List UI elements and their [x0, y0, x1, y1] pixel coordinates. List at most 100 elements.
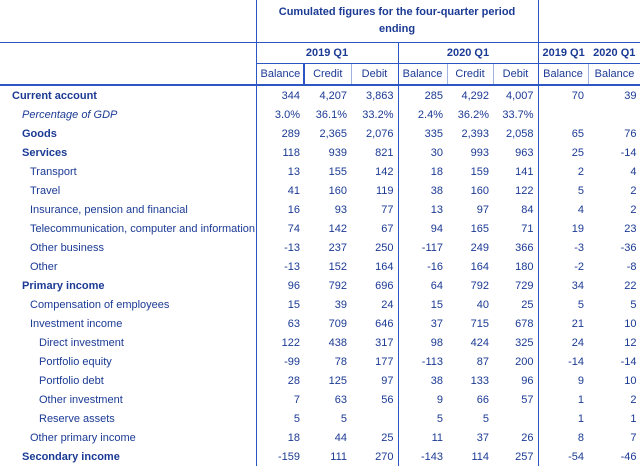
value-cell: 122 — [515, 184, 534, 197]
value-cell: 993 — [470, 146, 489, 159]
value-cell: -14 — [588, 143, 640, 162]
value-cell: 15 — [397, 295, 447, 314]
value-cell: 66 — [476, 393, 489, 406]
row-label: Portfolio debt — [39, 374, 104, 387]
value-cell: 3.0% — [255, 105, 304, 124]
value-cell: -113 — [397, 352, 447, 371]
value-cell: -54 — [537, 447, 589, 466]
value-cell: 78 — [334, 355, 347, 368]
value-cell: 152 — [328, 260, 347, 273]
value-cell: 36.2% — [457, 108, 489, 121]
value-cell: 141 — [515, 165, 534, 178]
value-cell: 21 — [537, 314, 589, 333]
value-cell: 5 — [588, 295, 640, 314]
value-cell: 24 — [537, 333, 589, 352]
value-cell: 1 — [537, 390, 589, 409]
value-cell: 1 — [537, 409, 589, 428]
value-cell: -14 — [537, 352, 589, 371]
value-cell: 94 — [397, 219, 447, 238]
value-cell: 317 — [375, 336, 394, 349]
value-cell: 15 — [255, 295, 304, 314]
value-cell: 18 — [255, 428, 304, 447]
value-cell: -159 — [255, 447, 304, 466]
table-row: Other -13 152 164 -16 164 180 -2 -8 — [0, 257, 640, 276]
table-row: Primary income 96 792 696 64 792 729 34 22 — [0, 276, 640, 295]
value-cell: 71 — [521, 222, 534, 235]
value-cell: 84 — [521, 203, 534, 216]
value-cell: 160 — [470, 184, 489, 197]
row-label: Compensation of employees — [30, 298, 170, 311]
value-cell: 96 — [521, 374, 534, 387]
value-cell: 715 — [470, 317, 489, 330]
value-cell: 792 — [470, 279, 489, 292]
value-cell: 2 — [588, 390, 640, 409]
row-label: Other business — [30, 241, 104, 254]
value-cell: 64 — [397, 276, 447, 295]
value-cell: 36.1% — [315, 108, 347, 121]
value-cell: 125 — [328, 374, 347, 387]
value-cell: 25 — [521, 298, 534, 311]
value-cell: 237 — [328, 241, 347, 254]
value-cell: 164 — [470, 260, 489, 273]
value-cell: 155 — [328, 165, 347, 178]
column-header: Balance — [255, 63, 305, 85]
value-cell: 5 — [482, 412, 489, 425]
value-cell: 821 — [375, 146, 394, 159]
row-label: Other investment — [39, 393, 123, 406]
value-cell: 119 — [375, 184, 394, 197]
value-cell: 30 — [397, 143, 447, 162]
table-row: Portfolio debt 28 125 97 38 133 96 9 10 — [0, 371, 640, 390]
row-label: Transport — [30, 165, 77, 178]
value-cell: 19 — [537, 219, 589, 238]
column-header: Balance — [587, 63, 640, 85]
value-cell: 424 — [470, 336, 489, 349]
value-cell: 13 — [397, 200, 447, 219]
value-cell: 13 — [255, 162, 304, 181]
value-cell: 5 — [537, 181, 589, 200]
value-cell: 57 — [521, 393, 534, 406]
value-cell: 87 — [476, 355, 489, 368]
value-cell: 97 — [381, 374, 394, 387]
value-cell: 76 — [588, 124, 640, 143]
value-cell: 4,292 — [461, 89, 489, 102]
value-cell: 11 — [397, 428, 447, 447]
value-cell: 7 — [588, 428, 640, 447]
value-cell: 142 — [375, 165, 394, 178]
group-title: Cumulated figures for the four-quarter p… — [255, 0, 539, 43]
column-header: Balance — [537, 63, 589, 85]
quarter-header: 2020 Q1 — [588, 42, 640, 64]
value-cell: 2.4% — [397, 105, 447, 124]
value-cell: 114 — [471, 450, 489, 463]
column-header: Debit — [492, 63, 539, 85]
value-cell: 177 — [375, 355, 394, 368]
value-cell — [537, 105, 589, 124]
value-cell: 38 — [397, 371, 447, 390]
table-row: Compensation of employees 15 39 24 15 40 25 5 5 — [0, 295, 640, 314]
value-cell: 22 — [588, 276, 640, 295]
row-label: Portfolio equity — [39, 355, 112, 368]
value-cell: 74 — [255, 219, 304, 238]
value-cell: 25 — [537, 143, 589, 162]
table-row: Portfolio equity -99 78 177 -113 87 200 -14 -14 — [0, 352, 640, 371]
value-cell: 289 — [255, 124, 304, 143]
value-cell: 2 — [537, 162, 589, 181]
value-cell: 65 — [537, 124, 589, 143]
value-cell: 63 — [334, 393, 347, 406]
value-cell: 77 — [381, 203, 394, 216]
value-cell: 7 — [255, 390, 304, 409]
value-cell: 38 — [397, 181, 447, 200]
table-row: Reserve assets 5 5 5 5 1 1 — [0, 409, 640, 428]
value-cell: -13 — [255, 238, 304, 257]
value-cell: 200 — [515, 355, 534, 368]
value-cell: 792 — [328, 279, 347, 292]
value-cell: 344 — [255, 85, 304, 105]
column-header: Credit — [446, 63, 493, 85]
row-label: Goods — [22, 127, 57, 140]
column-header: Credit — [303, 63, 351, 85]
value-cell: 257 — [515, 450, 534, 463]
row-label: Insurance, pension and financial — [30, 203, 188, 216]
row-label: Telecommunication, computer and informat… — [30, 222, 256, 235]
value-cell: 133 — [470, 374, 489, 387]
value-cell: 4 — [588, 162, 640, 181]
